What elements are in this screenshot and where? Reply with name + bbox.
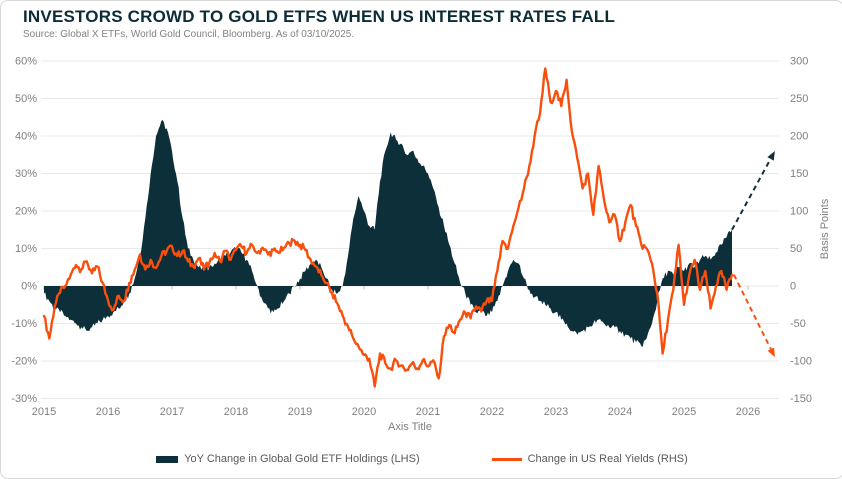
lhs-axis-labels: 60% 50% 40% 30% 20% 10% 0% -10% -20% -30% [11, 56, 37, 406]
real-yields-line [42, 67, 734, 388]
rhs-tick-label: 50 [790, 243, 802, 255]
x-tick-label: 2019 [288, 406, 312, 418]
lhs-tick-label: -30% [11, 393, 37, 405]
real-yields-projection-arrow [733, 274, 775, 358]
etf-holdings-projection-arrow [731, 151, 775, 231]
etf-holdings-projection-arrowhead [767, 151, 775, 161]
lhs-tick-label: 60% [15, 56, 37, 68]
lhs-tick-label: 0% [21, 281, 37, 293]
x-tick-label: 2015 [32, 406, 56, 418]
x-tick-label: 2021 [416, 406, 440, 418]
real-yields-swatch-icon [491, 457, 522, 461]
legend-item-etf-holdings: YoY Change in Global Gold ETF Holdings (… [156, 453, 420, 465]
etf-holdings-area [44, 120, 732, 347]
x-tick-label: 2023 [544, 406, 568, 418]
lhs-tick-label: -20% [11, 356, 37, 368]
rhs-axis-labels: 300 250 200 150 100 50 0 -50 -100 -150 [790, 56, 812, 406]
chart-legend: YoY Change in Global Gold ETF Holdings (… [1, 448, 842, 470]
rhs-tick-label: 250 [790, 93, 808, 105]
x-tick-label: 2018 [224, 406, 248, 418]
x-tick-label: 2022 [480, 406, 504, 418]
lhs-tick-label: 30% [15, 168, 37, 180]
rhs-tick-label: 300 [790, 56, 808, 68]
x-tick-label: 2020 [352, 406, 376, 418]
rhs-axis-title: Basis Points [819, 198, 831, 259]
rhs-tick-label: 150 [790, 168, 808, 180]
x-tick-label: 2016 [96, 406, 120, 418]
legend-label-etf-holdings: YoY Change in Global Gold ETF Holdings (… [184, 453, 420, 465]
legend-item-real-yields: Change in US Real Yields (RHS) [491, 453, 688, 465]
x-tick-label: 2026 [736, 406, 760, 418]
x-tick-label: 2024 [608, 406, 632, 418]
lhs-tick-label: 20% [15, 206, 37, 218]
x-tick-label: 2017 [160, 406, 184, 418]
lhs-tick-label: 50% [15, 93, 37, 105]
rhs-tick-label: 0 [790, 281, 796, 293]
rhs-tick-label: -100 [790, 356, 812, 368]
x-axis-labels: 2015 2016 2017 2018 2019 2020 2021 2022 2023 2024… [32, 406, 760, 418]
chart-title: INVESTORS CROWD TO GOLD ETFS WHEN US INT… [23, 7, 616, 26]
lhs-tick-label: 10% [15, 243, 37, 255]
x-tick-label: 2025 [672, 406, 696, 418]
lhs-tick-label: 40% [15, 131, 37, 143]
legend-label-real-yields: Change in US Real Yields (RHS) [527, 453, 688, 465]
real-yields-projection-arrowhead [767, 347, 775, 358]
etf-holdings-swatch-icon [156, 455, 179, 463]
x-axis-title: Axis Title [388, 421, 432, 433]
rhs-tick-label: 100 [790, 206, 808, 218]
rhs-tick-label: 200 [790, 131, 808, 143]
chart-source: Source: Global X ETFs, World Gold Counci… [23, 29, 355, 40]
lhs-tick-label: -10% [11, 318, 37, 330]
rhs-tick-label: -150 [790, 393, 812, 405]
rhs-tick-label: -50 [790, 318, 806, 330]
